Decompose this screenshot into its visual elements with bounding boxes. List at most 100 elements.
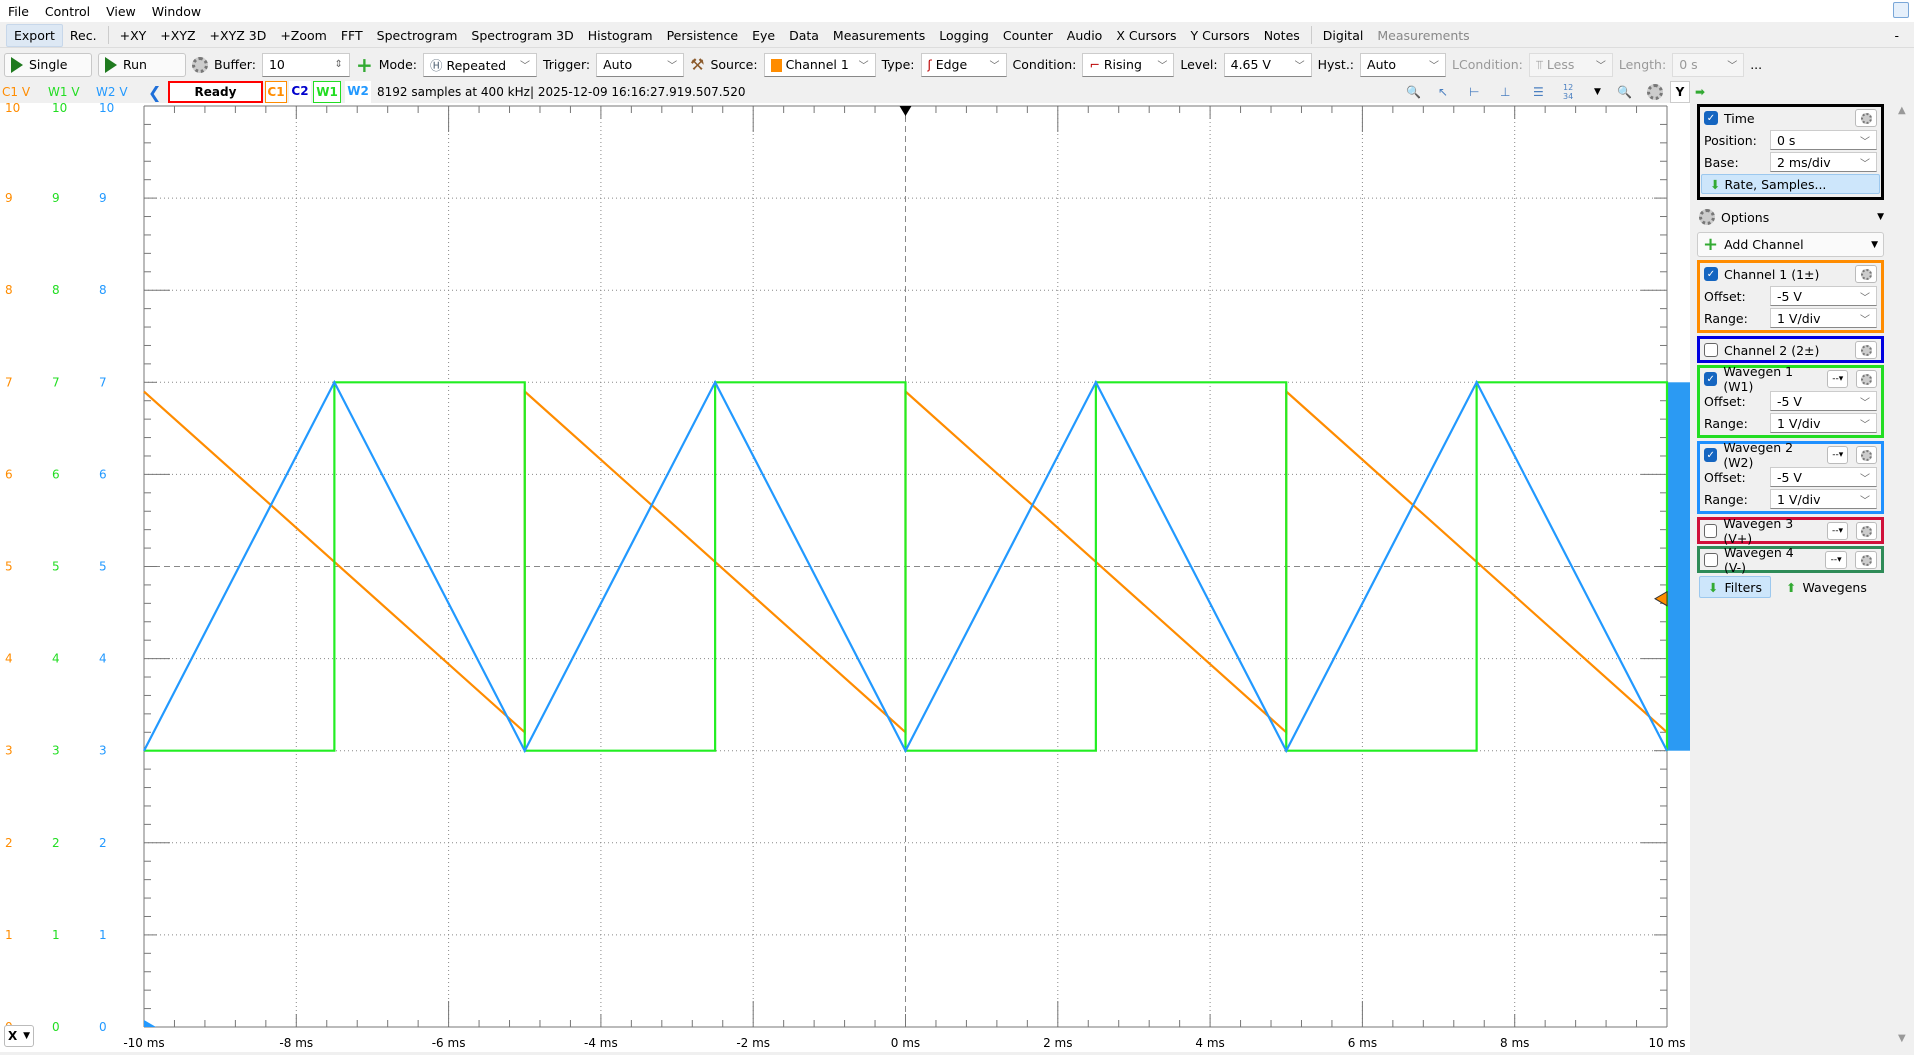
tab-fft[interactable]: FFT xyxy=(340,27,363,43)
scroll-down-icon[interactable]: ▼ xyxy=(1898,1033,1906,1044)
restore-window-button[interactable] xyxy=(1893,2,1909,18)
wavegen-1-settings-button[interactable] xyxy=(1856,370,1877,388)
lcondition-select[interactable]: ⫪ Less ﹀ xyxy=(1528,52,1613,77)
zoom-reset-icon[interactable]: 🔍 xyxy=(1406,85,1421,99)
gear-icon[interactable] xyxy=(192,56,208,73)
wavegen-2-offset-select[interactable]: -5 V ﹀ xyxy=(1770,467,1877,487)
rate-samples-button[interactable]: ⬇ Rate, Samples... xyxy=(1701,174,1880,194)
wavegen-3-settings-button[interactable] xyxy=(1855,522,1877,540)
wavegen-3-checkbox[interactable] xyxy=(1704,524,1718,538)
tab-spectrogram-3d[interactable]: Spectrogram 3D xyxy=(471,27,574,43)
wavegens-button[interactable]: ⬆ Wavegens xyxy=(1782,576,1882,598)
tab-audio[interactable]: Audio xyxy=(1066,27,1103,43)
collapse-left-icon[interactable]: ❮ xyxy=(148,82,162,102)
menu-file[interactable]: File xyxy=(8,3,29,19)
wavegen-1-range-select[interactable]: 1 V/div ﹀ xyxy=(1770,413,1877,433)
tab-x-cursors[interactable]: X Cursors xyxy=(1116,27,1177,43)
plot-canvas[interactable]: -10 ms -8 ms -6 ms -4 ms -2 ms 0 ms 2 ms 4 ms 6 … xyxy=(0,101,1690,1052)
align-icon[interactable]: ☰ xyxy=(1533,85,1544,99)
channel-1-offset-select[interactable]: -5 V ﹀ xyxy=(1770,286,1877,306)
mode-select[interactable]: Ⓗ Repeated ﹀ xyxy=(422,52,537,77)
tab-xyz[interactable]: +XYZ xyxy=(160,27,196,43)
tab-notes[interactable]: Notes xyxy=(1263,27,1300,43)
x-axis-button[interactable]: X ▼ xyxy=(4,1025,34,1047)
tab-measurements-dock[interactable]: Measurements xyxy=(1377,27,1470,43)
channel-1-settings-button[interactable] xyxy=(1855,265,1877,283)
chip-c1[interactable]: C1 xyxy=(265,81,287,103)
scroll-up-icon[interactable]: ▲ xyxy=(1898,105,1906,116)
chip-w1[interactable]: W1 xyxy=(313,81,341,103)
menu-window[interactable]: Window xyxy=(151,3,202,19)
zoom-icon[interactable]: 🔍 xyxy=(1617,85,1632,99)
cursor-pointer-icon[interactable]: ↖ xyxy=(1438,85,1449,99)
base-select[interactable]: 2 ms/div ﹀ xyxy=(1770,152,1877,172)
type-select[interactable]: ʃ Edge ﹀ xyxy=(920,52,1007,77)
tab-counter[interactable]: Counter xyxy=(1002,27,1053,43)
dropdown-arrow-icon[interactable]: ▼ xyxy=(1594,87,1601,97)
tab-xyz-3d[interactable]: +XYZ 3D xyxy=(209,27,267,43)
horizontal-cursor-icon[interactable]: ⊢ xyxy=(1469,85,1480,99)
channel-2-settings-button[interactable] xyxy=(1855,341,1877,359)
source-select[interactable]: Channel 1 ﹀ xyxy=(763,52,876,77)
tab-export[interactable]: Export xyxy=(6,23,63,47)
single-button[interactable]: Single xyxy=(4,52,92,77)
hammer-icon[interactable]: ⚒ xyxy=(690,55,705,74)
spin-arrows-icon[interactable]: ⇕ xyxy=(334,59,343,70)
channel-1-checkbox[interactable]: ✓ xyxy=(1704,267,1718,281)
gear-icon[interactable] xyxy=(1647,84,1663,100)
condition-select[interactable]: ⌐ Rising ﹀ xyxy=(1082,52,1175,77)
tab-spectrogram[interactable]: Spectrogram xyxy=(376,27,458,43)
filters-button[interactable]: ⬇ Filters xyxy=(1699,576,1771,598)
position-select[interactable]: 0 s ﹀ xyxy=(1770,130,1877,150)
buffer-spinbox[interactable]: 10 ⇕ xyxy=(261,52,350,77)
numbering-icon[interactable]: 12 34 xyxy=(1563,83,1574,101)
wavegen-1-mode-button[interactable]: --▾ xyxy=(1827,370,1849,388)
wavegen-1-offset-select[interactable]: -5 V ﹀ xyxy=(1770,391,1877,411)
chip-w2[interactable]: W2 xyxy=(345,81,371,103)
panel-scrollbar[interactable]: ▲ ▼ xyxy=(1893,103,1914,1052)
time-settings-button[interactable] xyxy=(1855,109,1877,127)
level-select[interactable]: 4.65 V ﹀ xyxy=(1223,52,1312,77)
gear-icon xyxy=(1860,112,1872,124)
arrow-right-icon[interactable]: ➡ xyxy=(1695,85,1706,99)
menu-view[interactable]: View xyxy=(106,3,136,19)
chip-c2[interactable]: C2 xyxy=(289,81,311,103)
tab-measurements[interactable]: Measurements xyxy=(832,27,926,43)
minimize-toolbar-button[interactable]: - xyxy=(1894,27,1899,43)
channel-2-checkbox[interactable] xyxy=(1704,343,1718,357)
time-checkbox[interactable]: ✓ xyxy=(1704,111,1718,125)
wavegen-1-checkbox[interactable]: ✓ xyxy=(1704,372,1718,386)
wavegen-2-range-select[interactable]: 1 V/div ﹀ xyxy=(1770,489,1877,509)
wavegen-2-mode-button[interactable]: --▾ xyxy=(1827,446,1849,464)
tab-data[interactable]: Data xyxy=(789,27,819,43)
options-row[interactable]: Options ▼ xyxy=(1699,206,1884,228)
oscilloscope-plot[interactable]: -10 ms -8 ms -6 ms -4 ms -2 ms 0 ms 2 ms 4 ms 6 … xyxy=(0,101,1690,1052)
wavegen-2-checkbox[interactable]: ✓ xyxy=(1704,448,1718,462)
tab-logging[interactable]: Logging xyxy=(939,27,989,43)
tab-zoom[interactable]: +Zoom xyxy=(280,27,327,43)
tab-y-cursors[interactable]: Y Cursors xyxy=(1190,27,1250,43)
run-button[interactable]: Run xyxy=(98,52,186,77)
tab-eye[interactable]: Eye xyxy=(752,27,776,43)
more-button[interactable]: ... xyxy=(1750,57,1763,72)
tab-xy[interactable]: +XY xyxy=(119,27,147,43)
vertical-cursor-icon[interactable]: ⊥ xyxy=(1500,85,1511,99)
wavegen-2-settings-button[interactable] xyxy=(1856,446,1877,464)
wavegen-4-checkbox[interactable] xyxy=(1704,553,1718,567)
menu-control[interactable]: Control xyxy=(44,3,91,19)
trigger-select[interactable]: Auto ﹀ xyxy=(596,52,685,77)
tab-histogram[interactable]: Histogram xyxy=(587,27,653,43)
length-select[interactable]: 0 s ﹀ xyxy=(1672,52,1745,77)
wavegen-4-settings-button[interactable] xyxy=(1855,551,1878,569)
hyst-select[interactable]: Auto ﹀ xyxy=(1360,52,1447,77)
y-axis-button[interactable]: Y xyxy=(1670,81,1690,103)
plus-icon[interactable]: + xyxy=(355,52,373,77)
tab-rec[interactable]: Rec. xyxy=(69,27,97,43)
tab-digital[interactable]: Digital xyxy=(1322,27,1364,43)
channel-1-range-select[interactable]: 1 V/div ﹀ xyxy=(1770,308,1877,328)
add-channel-button[interactable]: + Add Channel ▼ xyxy=(1697,232,1884,257)
lcondition-value: Less xyxy=(1546,56,1575,72)
wavegen-3-mode-button[interactable]: --▾ xyxy=(1826,522,1848,540)
wavegen-4-mode-button[interactable]: --▾ xyxy=(1825,551,1848,569)
tab-persistence[interactable]: Persistence xyxy=(666,27,739,43)
